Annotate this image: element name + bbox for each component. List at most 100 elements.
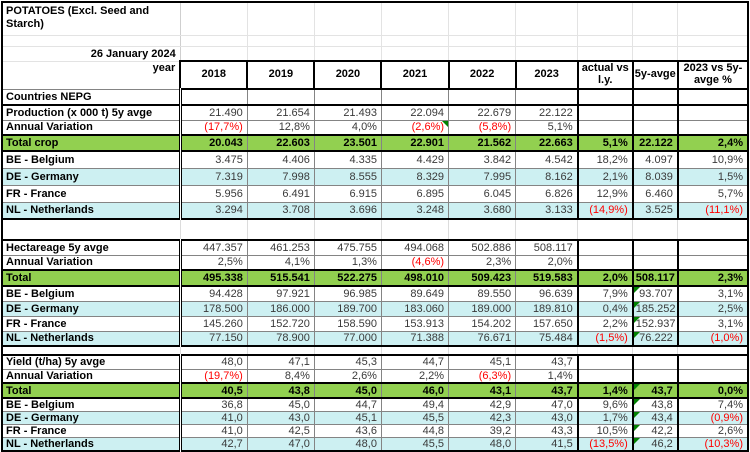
- column-header-2020[interactable]: 2020: [313, 60, 383, 90]
- cell[interactable]: 157.650: [515, 315, 579, 332]
- cell[interactable]: 3.842: [448, 150, 517, 169]
- cell[interactable]: 178.500: [178, 300, 248, 317]
- cell[interactable]: 43,6: [313, 424, 382, 438]
- cell[interactable]: 3.475: [178, 150, 248, 169]
- cell[interactable]: 21.654: [246, 104, 315, 121]
- cell[interactable]: 502.886: [448, 239, 517, 256]
- row-label[interactable]: Annual Variation: [1, 368, 181, 384]
- cell[interactable]: 8.162: [515, 167, 579, 186]
- cell[interactable]: (10,3%): [677, 437, 750, 452]
- cell[interactable]: 42,5: [246, 424, 315, 438]
- cell[interactable]: [576, 239, 634, 256]
- cell[interactable]: 186.000: [246, 300, 315, 317]
- cell[interactable]: 7,9%: [576, 285, 634, 302]
- cell[interactable]: [576, 354, 634, 370]
- cell[interactable]: 45,5: [380, 411, 450, 425]
- cell[interactable]: [677, 354, 750, 370]
- row-label[interactable]: Total crop: [1, 134, 181, 152]
- cell[interactable]: 75.484: [515, 330, 579, 347]
- cell[interactable]: 46,2: [631, 437, 679, 452]
- cell[interactable]: 1,4%: [515, 368, 579, 384]
- cell[interactable]: 4,1%: [246, 254, 315, 271]
- row-label[interactable]: Yield (t/ha) 5y avge: [1, 354, 181, 370]
- cell[interactable]: 461.253: [246, 239, 315, 256]
- cell[interactable]: 43,0: [515, 411, 579, 425]
- cell[interactable]: [677, 119, 750, 136]
- column-header-5y-avge[interactable]: 5y-avge: [631, 60, 679, 90]
- cell[interactable]: 7.998: [246, 167, 315, 186]
- cell[interactable]: 22.663: [515, 134, 579, 152]
- row-label[interactable]: NL - Netherlands: [1, 201, 181, 220]
- cell[interactable]: (5,8%): [448, 119, 517, 136]
- column-header-2018[interactable]: 2018: [179, 60, 249, 90]
- cell[interactable]: (2,6%): [380, 119, 450, 136]
- cell[interactable]: 12,9%: [576, 184, 634, 203]
- cell[interactable]: 45,5: [380, 437, 450, 452]
- cell[interactable]: 4,0%: [313, 119, 382, 136]
- cell[interactable]: 494.068: [380, 239, 450, 256]
- cell[interactable]: (11,1%): [677, 201, 750, 220]
- cell[interactable]: 89.550: [448, 285, 517, 302]
- cell[interactable]: 2,6%: [313, 368, 382, 384]
- cell[interactable]: [631, 239, 679, 256]
- cell[interactable]: 71.388: [380, 330, 450, 347]
- cell[interactable]: 4.097: [631, 150, 679, 169]
- cell[interactable]: 8,4%: [246, 368, 315, 384]
- cell[interactable]: 189.000: [448, 300, 517, 317]
- cell[interactable]: 36,8: [178, 397, 248, 412]
- cell[interactable]: 48,0: [313, 437, 382, 452]
- cell[interactable]: 4.429: [380, 150, 450, 169]
- cell[interactable]: 42,2: [631, 424, 679, 438]
- cell[interactable]: 41,5: [515, 437, 579, 452]
- cell[interactable]: 498.010: [380, 269, 450, 287]
- cell[interactable]: 447.357: [178, 239, 248, 256]
- row-label[interactable]: DE - Germany: [1, 167, 181, 186]
- cell[interactable]: 2,5%: [677, 300, 750, 317]
- cell[interactable]: 0,4%: [576, 300, 634, 317]
- cell[interactable]: 2,2%: [576, 315, 634, 332]
- cell[interactable]: 77.000: [313, 330, 382, 347]
- row-label[interactable]: NL - Netherlands: [1, 437, 181, 452]
- cell[interactable]: (13,5%): [576, 437, 634, 452]
- cell[interactable]: 49,4: [380, 397, 450, 412]
- cell[interactable]: 20.043: [178, 134, 248, 152]
- cell[interactable]: 1,3%: [313, 254, 382, 271]
- cell[interactable]: 46,0: [380, 382, 450, 399]
- cell[interactable]: 96.985: [313, 285, 382, 302]
- cell[interactable]: 1,4%: [576, 382, 634, 399]
- cell[interactable]: 18,2%: [576, 150, 634, 169]
- cell[interactable]: 48,0: [178, 354, 248, 370]
- cell[interactable]: 43,7: [515, 354, 579, 370]
- row-label[interactable]: Total: [1, 269, 181, 287]
- cell[interactable]: 44,8: [380, 424, 450, 438]
- cell[interactable]: 183.060: [380, 300, 450, 317]
- cell[interactable]: 8.039: [631, 167, 679, 186]
- cell[interactable]: 47,1: [246, 354, 315, 370]
- row-label[interactable]: FR - France: [1, 184, 181, 203]
- cell[interactable]: 5.956: [178, 184, 248, 203]
- cell[interactable]: 43,4: [631, 411, 679, 425]
- cell[interactable]: [576, 254, 634, 271]
- cell[interactable]: 21.490: [178, 104, 248, 121]
- cell[interactable]: 43,7: [631, 382, 679, 399]
- cell[interactable]: 42,7: [178, 437, 248, 452]
- row-label[interactable]: DE - Germany: [1, 411, 181, 425]
- cell[interactable]: 3.680: [448, 201, 517, 220]
- cell[interactable]: 76.222: [631, 330, 679, 347]
- cell[interactable]: [677, 254, 750, 271]
- cell[interactable]: 3.294: [178, 201, 248, 220]
- cell[interactable]: 185.252: [631, 300, 679, 317]
- cell[interactable]: 152.720: [246, 315, 315, 332]
- column-header-2019[interactable]: 2019: [246, 60, 316, 90]
- cell[interactable]: 6.826: [515, 184, 579, 203]
- cell[interactable]: 45,1: [313, 411, 382, 425]
- cell[interactable]: 3.133: [515, 201, 579, 220]
- row-label[interactable]: Total: [1, 382, 181, 399]
- cell[interactable]: 76.671: [448, 330, 517, 347]
- cell[interactable]: 3.248: [380, 201, 450, 220]
- cell[interactable]: 4.542: [515, 150, 579, 169]
- cell[interactable]: (1,0%): [677, 330, 750, 347]
- column-header-2023-vs-5y[interactable]: 2023 vs 5y-avge %: [676, 60, 750, 90]
- cell[interactable]: (6,3%): [448, 368, 517, 384]
- cell[interactable]: 4.335: [313, 150, 382, 169]
